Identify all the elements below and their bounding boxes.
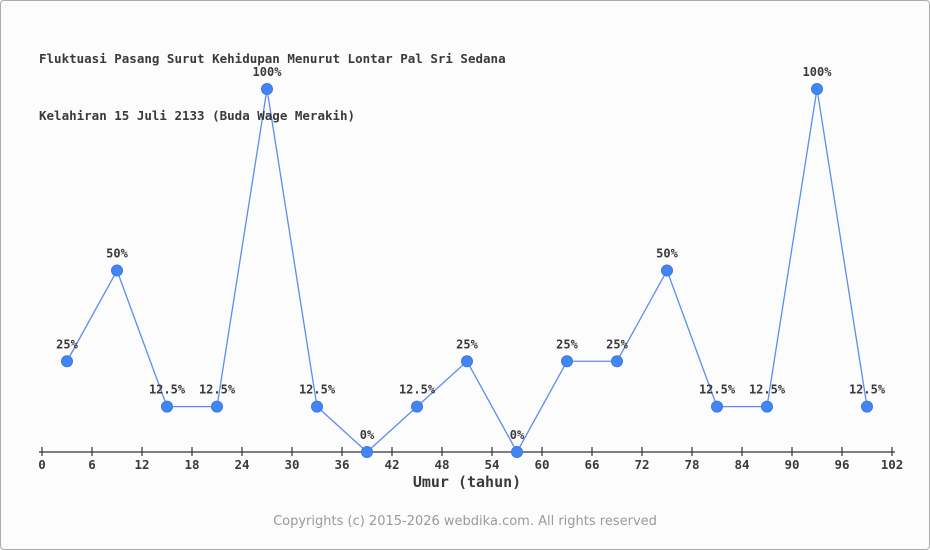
data-point-label: 50% [106, 247, 128, 261]
x-tick-label: 84 [734, 457, 749, 472]
x-tick-label: 78 [684, 457, 699, 472]
data-point [311, 400, 323, 413]
data-point [611, 355, 623, 368]
x-tick-label: 36 [334, 457, 349, 472]
x-tick-label: 48 [434, 457, 449, 472]
x-tick-label: 24 [234, 457, 249, 472]
data-point-label: 12.5% [699, 383, 736, 397]
data-point [61, 355, 73, 368]
data-point-label: 25% [606, 337, 628, 351]
x-tick-label: 42 [384, 457, 399, 472]
x-tick-label: 30 [284, 457, 299, 472]
data-point [461, 355, 473, 368]
data-point-label: 25% [456, 337, 478, 351]
data-point-label: 12.5% [149, 383, 186, 397]
data-point-label: 12.5% [749, 383, 786, 397]
data-point [361, 446, 373, 458]
data-point [861, 400, 873, 413]
data-point [561, 355, 573, 368]
x-tick-label: 60 [534, 457, 549, 472]
x-axis-label: Umur (tahun) [412, 473, 522, 491]
data-point-label: 12.5% [299, 383, 336, 397]
data-point [211, 400, 223, 413]
x-tick-label: 12 [134, 457, 149, 472]
chart-title: Fluktuasi Pasang Surut Kehidupan Menurut… [39, 11, 506, 163]
x-tick-label: 6 [88, 457, 96, 472]
data-point-label: 50% [656, 247, 678, 261]
data-point [261, 83, 273, 95]
x-tick-label: 102 [881, 457, 904, 472]
chart-title-line1: Fluktuasi Pasang Surut Kehidupan Menurut… [39, 51, 506, 66]
x-tick-label: 96 [834, 457, 849, 472]
data-point [111, 264, 123, 277]
data-point [511, 446, 523, 458]
data-point [411, 400, 423, 413]
x-tick-label: 66 [584, 457, 599, 472]
data-point-label: 25% [556, 337, 578, 351]
data-point [661, 264, 673, 277]
data-point-label: 0% [360, 428, 375, 442]
data-point [761, 400, 773, 413]
data-point [711, 400, 723, 413]
data-point-label: 12.5% [399, 383, 436, 397]
data-point-label: 100% [253, 65, 283, 79]
data-point [811, 83, 823, 95]
data-point [161, 400, 173, 413]
x-tick-label: 0 [38, 457, 46, 472]
data-point-label: 25% [56, 337, 78, 351]
data-point-label: 100% [803, 65, 833, 79]
data-point-label: 12.5% [849, 383, 886, 397]
x-tick-label: 72 [634, 457, 649, 472]
chart-title-line2: Kelahiran 15 Juli 2133 (Buda Wage Meraki… [39, 108, 356, 123]
copyright-text: Copyrights (c) 2015-2026 webdika.com. Al… [273, 514, 657, 529]
data-point-label: 12.5% [199, 383, 236, 397]
x-tick-label: 18 [184, 457, 199, 472]
x-tick-label: 54 [484, 457, 499, 472]
x-tick-label: 90 [784, 457, 799, 472]
data-point-label: 0% [510, 428, 525, 442]
